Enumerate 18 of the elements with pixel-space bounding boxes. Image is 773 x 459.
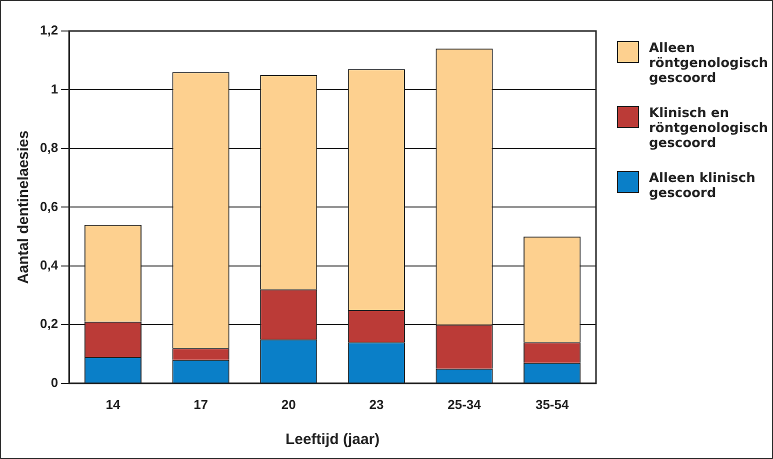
y-axis-title: Aantal dentinelaesies (15, 130, 32, 284)
legend-label: Alleen röntgenologisch gescoord (649, 41, 768, 86)
legend-label: Alleen klinisch gescoord (649, 171, 756, 201)
x-tick-label: 17 (194, 396, 208, 412)
y-tick-label: 1 (50, 81, 58, 96)
y-tick-label: 0 (50, 374, 58, 390)
x-tick-label: 14 (106, 396, 121, 412)
x-tick-label: 23 (369, 396, 384, 412)
y-tick-label: 1,2 (40, 22, 58, 38)
y-tick-label: 0,4 (40, 258, 59, 273)
legend-label: Klinisch en röntgenologisch gescoord (649, 106, 768, 151)
x-axis-title: Leeftijd (jaar) (285, 431, 380, 448)
x-tick-label: 25-34 (448, 396, 482, 412)
x-tick-label: 20 (281, 396, 296, 412)
y-tick-label: 0,8 (40, 140, 58, 156)
y-tick-label: 0,6 (40, 198, 58, 214)
y-tick-label: 0,2 (40, 316, 58, 332)
x-tick-label: 35-54 (535, 396, 570, 412)
